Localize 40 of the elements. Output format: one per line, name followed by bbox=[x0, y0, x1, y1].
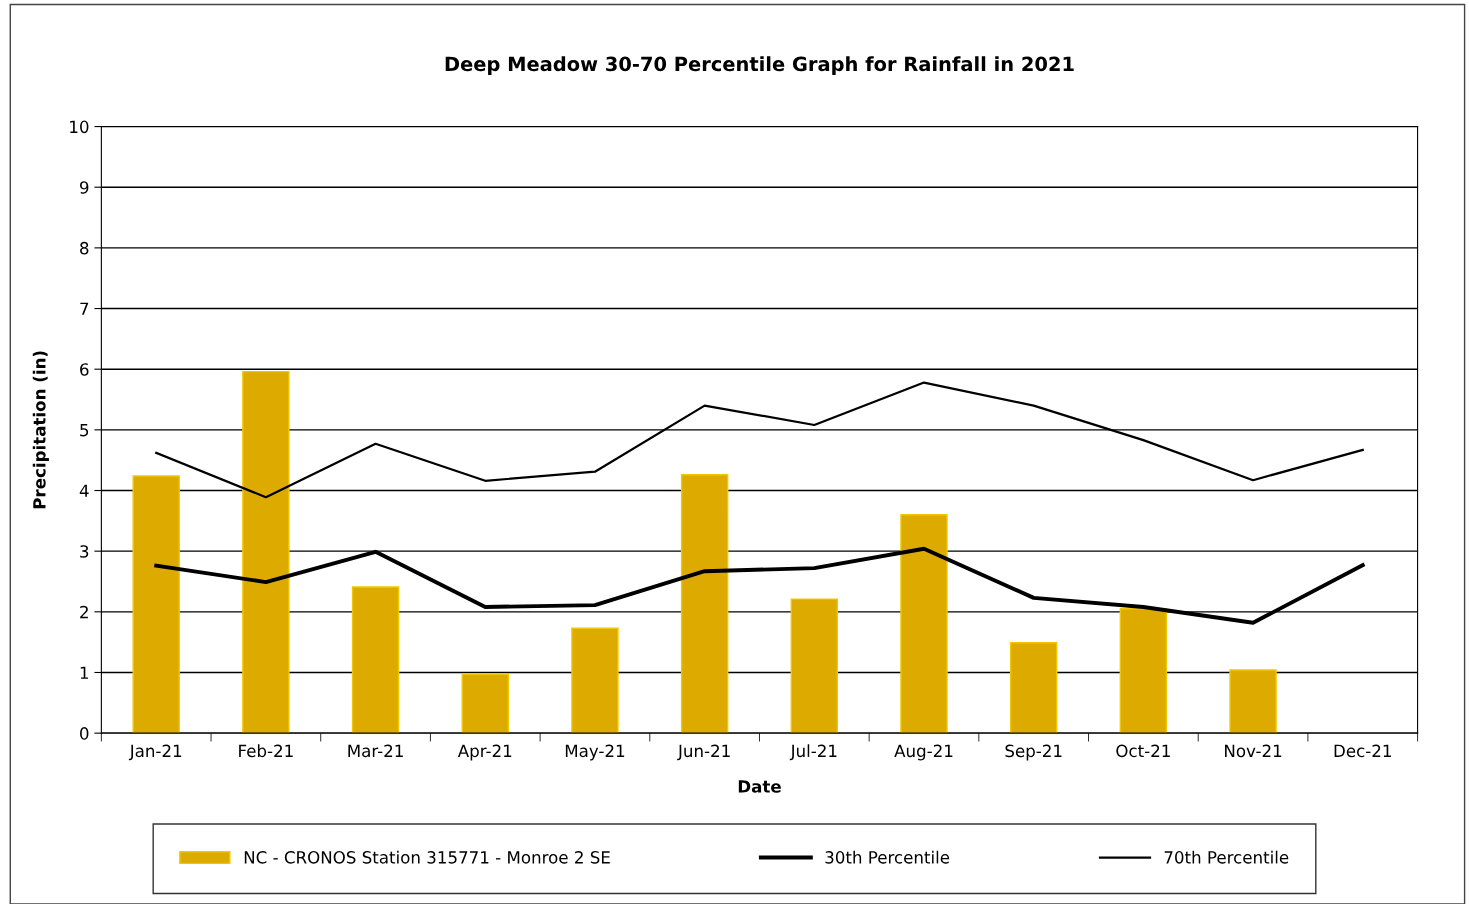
x-tick-label: Oct-21 bbox=[1116, 744, 1170, 758]
bar bbox=[242, 370, 290, 734]
bar bbox=[571, 627, 619, 734]
x-tick-label: Aug-21 bbox=[894, 744, 953, 761]
y-tick-label: 5 bbox=[80, 424, 89, 437]
bar bbox=[1119, 608, 1168, 734]
y-tick-label: 4 bbox=[79, 484, 89, 497]
y-tick-label: 9 bbox=[80, 181, 89, 194]
x-axis-title: Date bbox=[738, 780, 781, 793]
y-tick-label: 0 bbox=[80, 727, 89, 740]
bar bbox=[680, 474, 729, 734]
x-tick-label: Jan-21 bbox=[128, 744, 182, 761]
x-tick-label: Feb-21 bbox=[239, 744, 293, 758]
y-tick-label: 3 bbox=[80, 545, 89, 558]
legend-label: NC - CRONOS Station 315771 - Monroe 2 SE bbox=[244, 850, 610, 864]
y-tick-label: 6 bbox=[80, 363, 89, 376]
y-axis-title: Precipitation (in) bbox=[32, 351, 49, 509]
x-tick-label: Apr-21 bbox=[457, 744, 512, 761]
chart-title: Deep Meadow 30-70 Percentile Graph for Rainfall in 2021 bbox=[445, 56, 1074, 76]
x-tick-label: Nov-21 bbox=[1225, 744, 1282, 758]
y-tick-label: 10 bbox=[70, 120, 89, 134]
bar bbox=[132, 475, 180, 734]
bar bbox=[461, 673, 509, 734]
bar bbox=[1009, 642, 1058, 734]
y-tick-label: 2 bbox=[80, 605, 88, 619]
y-tick-label: 1 bbox=[80, 666, 89, 679]
bar bbox=[1229, 669, 1277, 734]
x-tick-label: Jul-21 bbox=[789, 744, 837, 761]
legend-label: 70th Percentile bbox=[1164, 850, 1289, 864]
x-tick-label: Mar-21 bbox=[348, 744, 403, 758]
y-tick-label: 8 bbox=[80, 241, 89, 255]
bar bbox=[790, 598, 839, 734]
x-tick-label: Jun-21 bbox=[677, 744, 730, 761]
x-tick-label: Dec-21 bbox=[1334, 744, 1391, 758]
bar bbox=[900, 514, 948, 734]
x-tick-label: May-21 bbox=[565, 744, 625, 761]
x-tick-label: Sep-21 bbox=[1005, 744, 1062, 761]
bar bbox=[351, 586, 400, 734]
y-tick-label: 7 bbox=[80, 302, 89, 315]
legend-label: 30th Percentile bbox=[825, 850, 950, 864]
